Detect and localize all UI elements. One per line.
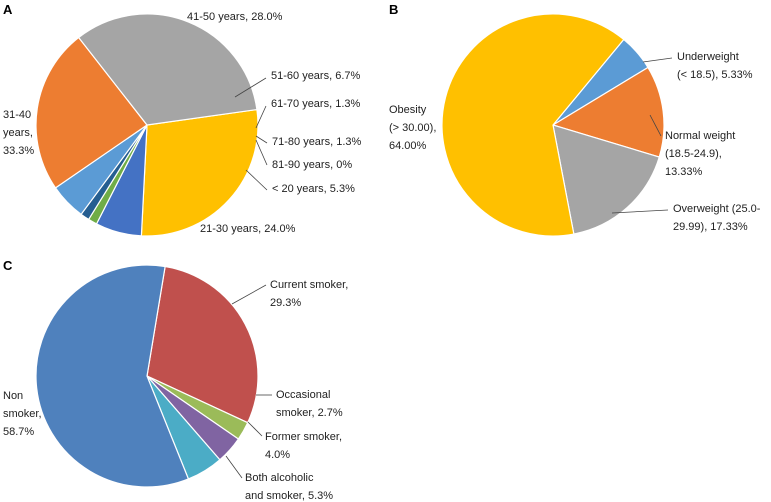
slice-31-40-years	[77, 13, 258, 126]
panel-label-b: B	[389, 2, 398, 17]
leader-line-current-smoker	[231, 284, 267, 305]
leader-line-former-smoker	[247, 421, 263, 437]
slice-label-81-90-years: 81-90 years, 0%	[272, 159, 352, 171]
slice-label-31-40-years: 31-40 years, 33.3%	[3, 109, 34, 157]
slice-obesity-30-00	[441, 13, 625, 237]
slice-normal-weight-18-5-24-9	[551, 66, 665, 158]
leader-line-overweight-25-0-29-99	[611, 209, 669, 214]
age-slices	[35, 13, 259, 237]
smoking-slices	[35, 264, 259, 488]
slice-label-61-70-years: 61-70 years, 1.3%	[271, 98, 360, 110]
leader-line-both-alcoholic-and-smoker	[225, 455, 243, 479]
leader-line-51-60-years	[234, 77, 267, 98]
slice-label-obesity-30-00: Obesity (> 30.00), 64.00%	[389, 104, 436, 152]
slice-label-both-alcoholic-and-smoker: Both alcoholic and smoker, 5.3%	[245, 472, 333, 502]
bmi-slices	[441, 13, 665, 237]
slice-overweight-25-0-29-99	[552, 124, 661, 235]
leader-line-20-years	[245, 169, 268, 191]
slice-label-20-years: < 20 years, 5.3%	[272, 183, 355, 195]
slice-label-former-smoker: Former smoker, 4.0%	[265, 431, 342, 461]
slice-label-71-80-years: 71-80 years, 1.3%	[272, 136, 361, 148]
pie-chart-bmi: B Underweight (< 18.5), 5.33% Normal weigh…	[389, 2, 761, 237]
slice-label-21-30-years: 21-30 years, 24.0%	[200, 223, 296, 235]
slice-41-50-years	[140, 108, 259, 237]
age-leaders	[234, 77, 268, 191]
slice-21-30-years	[35, 36, 148, 189]
slice-label-overweight-25-0-29-99: Overweight (25.0-29.99), 17.33%	[673, 203, 761, 233]
pie-chart-smoking: C Current smoker, 29.3% Occasional smoker, …	[3, 258, 348, 502]
panel-label-a: A	[3, 2, 13, 17]
slice-label-41-50-years: 41-50 years, 28.0%	[187, 11, 283, 23]
slice-current-smoker	[146, 265, 259, 424]
leader-line-71-80-years	[255, 135, 268, 144]
bmi-labels: Underweight (< 18.5), 5.33% Normal weight(…	[389, 51, 761, 233]
leader-line-81-90-years	[255, 139, 268, 166]
slice-non-smoker	[35, 264, 190, 488]
panel-label-c: C	[3, 258, 13, 273]
slice-label-normal-weight-18-5-24-9: Normal weight (18.5-24.9), 13.33%	[665, 130, 735, 178]
leader-line-underweight-18-5	[642, 57, 673, 63]
slice-label-51-60-years: 51-60 years, 6.7%	[271, 70, 360, 82]
slice-label-non-smoker: Non smoker, 58.7%	[3, 390, 42, 438]
leader-line-61-70-years	[255, 105, 267, 129]
smoking-labels: Current smoker, 29.3% Occasional smoker, 2.…	[3, 279, 348, 502]
slice-label-underweight-18-5: Underweight (< 18.5), 5.33%	[677, 51, 753, 81]
leader-line-normal-weight-18-5-24-9	[649, 114, 662, 137]
smoking-leaders	[225, 284, 272, 479]
slice-label-occasional-smoker: Occasional smoker, 2.7%	[276, 389, 343, 419]
bmi-leaders	[611, 57, 673, 214]
slice-label-current-smoker: Current smoker, 29.3%	[270, 279, 348, 309]
pie-chart-age: A 41-50 years, 28.0% 51-60 years, 6.7% 61-…	[3, 2, 361, 237]
age-labels: 41-50 years, 28.0% 51-60 years, 6.7% 61-70…	[3, 11, 361, 235]
